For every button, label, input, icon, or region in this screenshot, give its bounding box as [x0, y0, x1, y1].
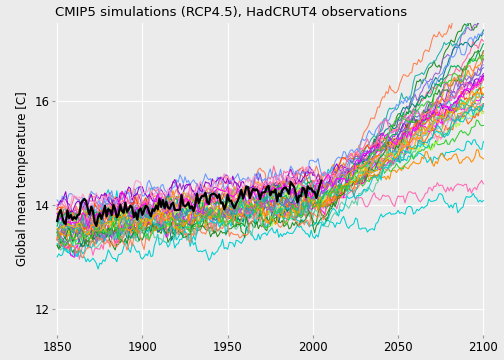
Y-axis label: Global mean temperature [C]: Global mean temperature [C]: [16, 91, 29, 266]
Text: CMIP5 simulations (RCP4.5), HadCRUT4 observations: CMIP5 simulations (RCP4.5), HadCRUT4 obs…: [55, 5, 408, 19]
